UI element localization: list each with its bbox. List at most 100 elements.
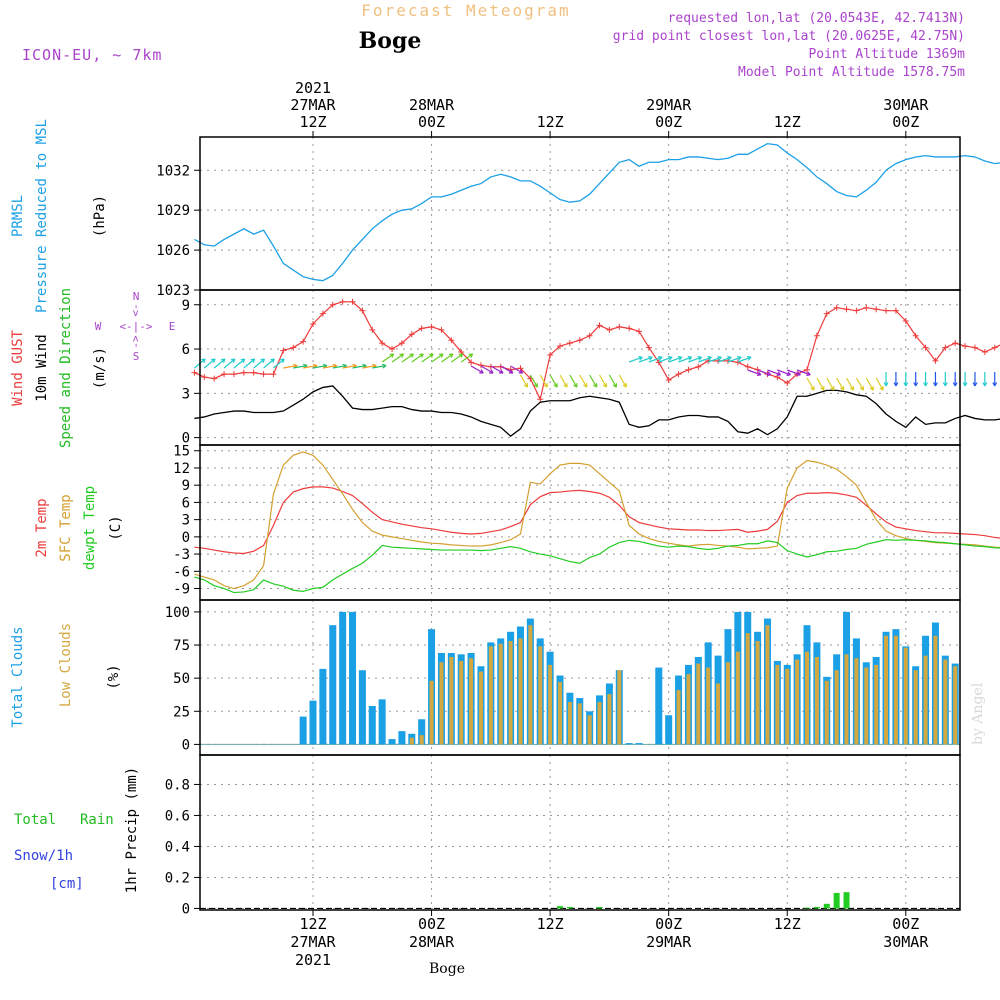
gust-marker	[349, 298, 356, 305]
gust-marker	[201, 374, 208, 381]
gust-marker	[922, 344, 929, 351]
wind-arrow-head	[913, 382, 919, 387]
wind-arrow-head	[806, 371, 811, 376]
wind-arrow-head	[533, 383, 538, 388]
wind-arrow-head	[553, 383, 558, 388]
low-cloud-bar	[538, 646, 543, 745]
gust-marker	[823, 310, 830, 317]
gust-marker	[221, 371, 228, 378]
gust-marker	[952, 340, 959, 347]
temperature-ytick-label-8: 15	[173, 444, 190, 460]
wind-arrow-head	[399, 353, 405, 358]
gust-marker	[379, 340, 386, 347]
bottom-axis-label-5-0: 00Z	[892, 915, 919, 933]
gust-marker	[389, 346, 396, 353]
sfc-temp-label: SFC Temp	[58, 494, 74, 561]
wind-arrow-head	[883, 382, 889, 387]
wind-dir-label: Speed and Direction	[58, 288, 74, 448]
wind-arrow-head	[573, 383, 578, 388]
wind-arrow	[352, 364, 367, 369]
wind-arrow	[875, 377, 884, 391]
low-cloud-bar	[419, 735, 424, 745]
low-cloud-bar	[498, 643, 503, 745]
total-cloud-bar	[388, 739, 396, 745]
low-cloud-bar	[953, 666, 958, 745]
rain-bar	[557, 906, 563, 909]
top-axis-label-2-2: 12Z	[537, 113, 564, 131]
top-axis-label-4-2: 12Z	[774, 113, 801, 131]
gust-marker	[596, 322, 603, 329]
wind-arrow	[450, 353, 464, 363]
wind-arrow	[519, 374, 528, 388]
low-cloud-bar	[508, 641, 513, 745]
watermark: by Angel	[970, 682, 986, 745]
low-cloud-bar	[874, 664, 879, 745]
gust-marker	[250, 369, 257, 376]
gust-marker	[547, 351, 554, 358]
wind10m-label: 10m Wind	[34, 334, 50, 401]
temperature-ytick-label-5: 6	[182, 495, 190, 511]
wind-arrow	[777, 369, 791, 376]
precip-panel: 0 0.2 0.4 0.6 0.8	[165, 754, 961, 917]
sfc-temp-line	[194, 451, 1000, 590]
wind-arrow-head	[260, 358, 266, 363]
wind-arrow-head	[230, 358, 236, 363]
wind-arrow-head	[211, 358, 216, 363]
cloud-unit: (%)	[106, 664, 122, 689]
low-cloud-bar	[587, 715, 592, 745]
low-cloud-bar	[933, 635, 938, 745]
gust-marker	[448, 337, 455, 344]
wind-arrow-head	[746, 356, 752, 361]
top-axis-label-0-0: 2021	[295, 79, 331, 97]
wind-arrow	[865, 377, 874, 391]
temperature-ytick-label-0: -9	[173, 582, 190, 598]
temp-side-labels: 2m Temp SFC Temp dewpt Temp (C)	[34, 486, 124, 570]
wind-arrow-head	[776, 371, 782, 376]
low-cloud-bar	[469, 658, 474, 745]
pressure-ytick-label-3: 1032	[156, 163, 190, 179]
wind-arrow	[707, 356, 722, 363]
gust-marker	[942, 344, 949, 351]
wind-arrow-head	[508, 369, 514, 374]
wind-arrow	[223, 358, 236, 369]
wind-side-labels: Wind GUST 10m Wind Speed and Direction (…	[10, 288, 175, 448]
gust-marker	[636, 328, 643, 335]
wind-arrow	[806, 377, 815, 391]
low-cloud-bar	[844, 654, 849, 745]
wind-arrow-head	[972, 382, 978, 387]
gust-marker	[853, 307, 860, 314]
wind-arrow-head	[737, 356, 742, 361]
wind-arrow	[342, 364, 357, 369]
clouds-ytick-label-4: 100	[165, 605, 190, 621]
wind-arrow	[846, 377, 855, 391]
low-cloud-bar	[558, 682, 562, 745]
wind-arrow-head	[498, 369, 504, 374]
precip-ytick-label-0: 0	[182, 901, 190, 917]
wind-arrow-head	[830, 386, 835, 391]
low-cloud-bar	[607, 694, 612, 745]
wind-arrow-head	[697, 356, 703, 361]
wind-arrow-head	[280, 358, 285, 363]
bottom-axis-label-0-1: 27MAR	[290, 933, 336, 951]
temperature-ytick-label-1: -6	[173, 564, 190, 580]
wind-arrow-head	[707, 356, 712, 361]
wind-arrow-head	[982, 382, 988, 387]
gust-marker	[784, 380, 791, 386]
wind-arrow	[441, 353, 454, 363]
wind-arrow	[470, 365, 484, 374]
gust-marker	[883, 307, 890, 314]
bottom-axis-label-1-1: 28MAR	[409, 933, 455, 951]
snow-label: Snow/1h	[14, 848, 73, 864]
wind-arrow	[529, 374, 538, 388]
wind-arrow-head	[622, 383, 627, 388]
wind-arrow-head	[992, 382, 998, 387]
bottom-location: Boge	[429, 961, 465, 977]
precip-ytick-label-3: 0.6	[165, 808, 190, 824]
compass-ns-arrow: <-	[129, 303, 142, 316]
low-cloud-bar	[429, 680, 434, 745]
top-axis-label-1-2: 00Z	[418, 113, 445, 131]
pressure-frame	[199, 136, 961, 291]
wind-arrow	[233, 358, 246, 369]
temperature-ytick-label-3: 0	[182, 530, 190, 546]
low-cloud-bar	[528, 625, 533, 745]
